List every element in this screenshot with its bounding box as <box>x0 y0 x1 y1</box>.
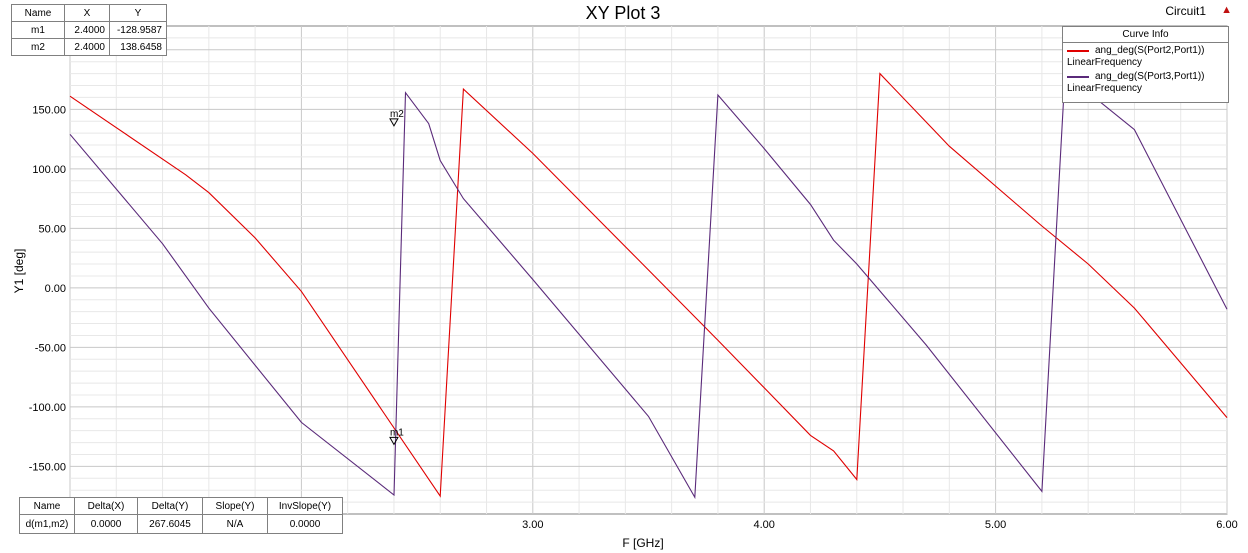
marker-cell: -128.9587 <box>109 21 167 39</box>
design-logo-icon: ▲ <box>1221 4 1232 16</box>
x-tick-label: 3.00 <box>522 519 543 531</box>
x-tick-label: 5.00 <box>985 519 1006 531</box>
grid-layer <box>69 26 1228 514</box>
y-tick-label: 150.00 <box>32 104 66 116</box>
marker-table: Name X Y m1 2.4000 -128.9587 m2 2.4000 1… <box>11 4 167 56</box>
marker-cell: m1 <box>11 21 65 39</box>
tick-layer: 150.00 100.00 50.00 0.00 -50.00 -100.00 -150.0… <box>29 104 1238 531</box>
y-tick-label: -100.00 <box>29 402 66 414</box>
marker-header-x: X <box>64 4 110 22</box>
legend-swatch-purple <box>1067 76 1089 78</box>
series-layer <box>69 72 1228 500</box>
legend-title: Curve Info <box>1063 27 1228 43</box>
legend-entry-sub: LinearFrequency <box>1067 57 1143 68</box>
y-tick-label: -50.00 <box>35 342 66 354</box>
legend-entry-name: ang_deg(S(Port3,Port1)) <box>1095 71 1205 82</box>
y-tick-label: -150.00 <box>29 461 66 473</box>
y-tick-label: 100.00 <box>32 164 66 176</box>
delta-table-header: Name Delta(X) Delta(Y) Slope(Y) InvSlope… <box>19 497 343 515</box>
delta-cell: N/A <box>202 514 268 534</box>
marker-m1[interactable] <box>389 436 399 446</box>
marker-m2[interactable] <box>389 118 399 127</box>
chart-title: XY Plot 3 <box>586 3 661 23</box>
series-line-2[interactable] <box>69 72 1228 500</box>
marker-header-name: Name <box>11 4 65 22</box>
legend-entry-sub: LinearFrequency <box>1067 83 1143 94</box>
y-axis-label: Y1 [deg] <box>12 249 26 294</box>
delta-header-dy: Delta(Y) <box>137 497 203 515</box>
marker-table-header: Name X Y <box>11 4 167 22</box>
y-tick-label: 50.00 <box>38 223 66 235</box>
legend-entry-2[interactable]: ang_deg(S(Port3,Port1)) LinearFrequency <box>1063 69 1228 95</box>
marker-row-m1[interactable]: m1 2.4000 -128.9587 <box>11 21 167 39</box>
y-tick-label: 0.00 <box>45 283 66 295</box>
x-tick-label: 4.00 <box>753 519 774 531</box>
delta-header-name: Name <box>19 497 75 515</box>
delta-row[interactable]: d(m1,m2) 0.0000 267.6045 N/A 0.0000 <box>19 514 343 534</box>
marker-cell: 2.4000 <box>64 38 110 56</box>
delta-header-slope: Slope(Y) <box>202 497 268 515</box>
x-axis-label: F [GHz] <box>622 536 663 550</box>
legend-swatch-red <box>1067 50 1089 52</box>
design-name: Circuit1 <box>1165 4 1206 18</box>
marker-cell: 138.6458 <box>109 38 167 56</box>
legend-entry-name: ang_deg(S(Port2,Port1)) <box>1095 45 1205 56</box>
delta-cell: 0.0000 <box>267 514 343 534</box>
marker-cell: 2.4000 <box>64 21 110 39</box>
delta-header-invslope: InvSlope(Y) <box>267 497 343 515</box>
marker-label-m1: m1 <box>390 427 404 438</box>
curve-info-legend[interactable]: Curve Info ang_deg(S(Port2,Port1)) Linea… <box>1062 26 1229 103</box>
x-tick-label: 6.00 <box>1216 519 1237 531</box>
series-line-1[interactable] <box>69 72 1228 498</box>
marker-row-m2[interactable]: m2 2.4000 138.6458 <box>11 38 167 56</box>
marker-header-y: Y <box>109 4 167 22</box>
marker-cell: m2 <box>11 38 65 56</box>
delta-cell: 267.6045 <box>137 514 203 534</box>
marker-label-m2: m2 <box>390 109 404 120</box>
delta-cell: 0.0000 <box>74 514 138 534</box>
marker-layer: m1 m2 <box>389 109 404 446</box>
delta-cell: d(m1,m2) <box>19 514 75 534</box>
delta-header-dx: Delta(X) <box>74 497 138 515</box>
legend-entry-1[interactable]: ang_deg(S(Port2,Port1)) LinearFrequency <box>1063 43 1228 69</box>
delta-marker-table: Name Delta(X) Delta(Y) Slope(Y) InvSlope… <box>19 497 343 534</box>
